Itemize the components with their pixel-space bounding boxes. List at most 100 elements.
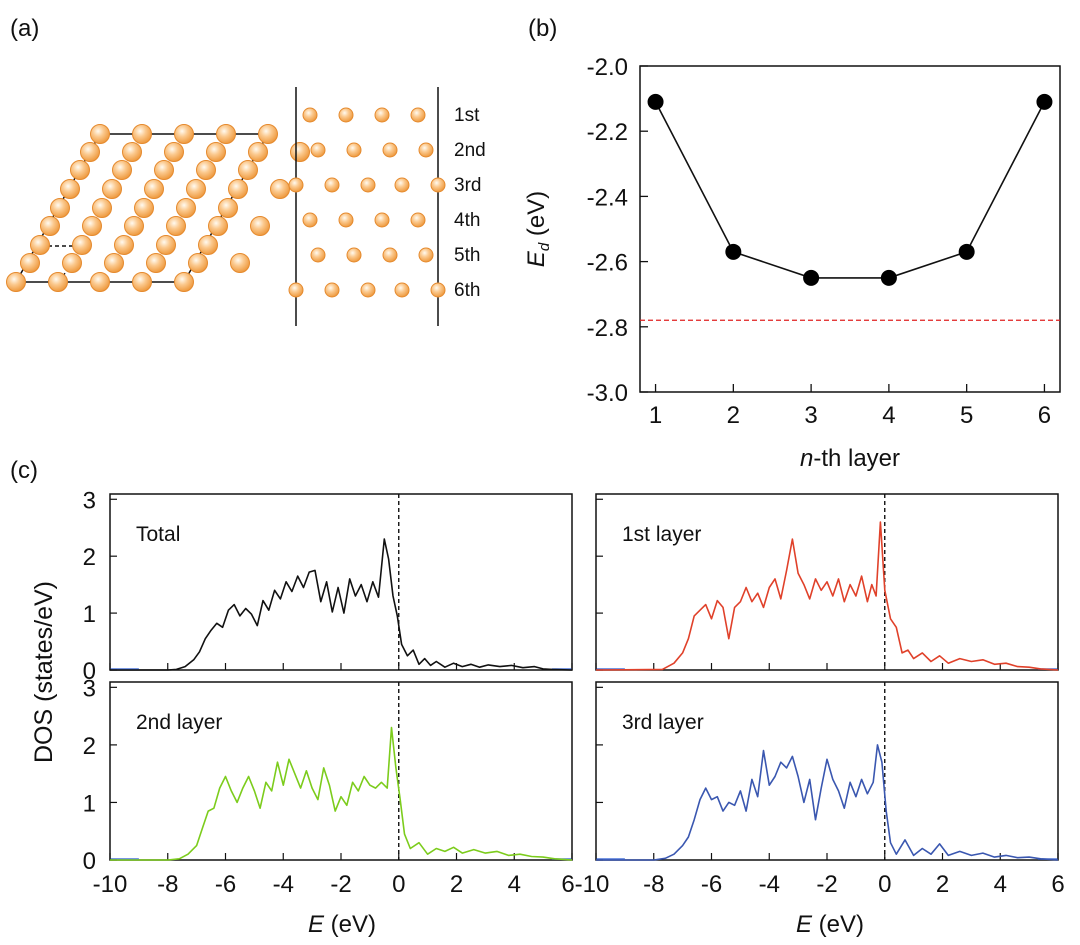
x-tick-label-c: -4: [273, 871, 294, 898]
atom-side-view: [346, 142, 362, 158]
atom-side-view: [310, 142, 326, 158]
atom-top-view: [248, 142, 268, 162]
atom-side-view: [430, 282, 446, 298]
x-tick-label-b: 1: [649, 402, 662, 429]
atom-top-view: [216, 124, 236, 144]
atom-side-view: [310, 247, 326, 263]
atom-top-view: [20, 253, 40, 273]
y-tick-label-c: 0: [83, 658, 96, 685]
atom-side-view: [382, 142, 398, 158]
y-axis-label-b: Ed (eV): [523, 191, 553, 267]
atom-top-view: [206, 142, 226, 162]
atom-top-view: [132, 124, 152, 144]
energy-data-point: [958, 243, 975, 260]
dos-panel-layer-2: 0 1 2 3 -10 -8 -6 -4 -2 0 2 4 6- 2nd layer: [83, 675, 583, 898]
atom-top-view: [114, 235, 134, 255]
axis-ticks-b: -3.0 -2.8 -2.6 -2.4 -2.2 -2.0 1 2 3 4 5 6: [587, 54, 1051, 429]
atom-side-view: [374, 107, 390, 123]
y-tick-label-c: 1: [83, 790, 96, 817]
atom-top-view: [174, 124, 194, 144]
x-tick-label-c: -8: [157, 871, 178, 898]
x-tick-label-c: -2: [330, 871, 351, 898]
layer-label-1: 1st: [454, 105, 480, 126]
x-tick-label-b: 5: [960, 402, 973, 429]
atom-top-view: [60, 179, 80, 199]
atom-top-view: [258, 124, 278, 144]
atom-top-view: [72, 235, 92, 255]
energy-series-points: [647, 93, 1053, 286]
atom-top-view: [102, 179, 122, 199]
atom-top-view: [82, 216, 102, 236]
layer-label-3: 3rd: [454, 175, 481, 196]
atom-top-view: [30, 235, 50, 255]
energy-data-point: [1036, 93, 1053, 110]
dos-panel-layer-1: 1st layer: [595, 493, 1059, 671]
atom-side-view: [410, 107, 426, 123]
x-axis-label-c-right: E (eV): [796, 911, 864, 938]
panel-label-c: (c): [10, 457, 38, 484]
atom-top-view: [230, 253, 250, 273]
energy-data-point: [880, 269, 897, 286]
atom-top-view: [164, 142, 184, 162]
y-tick-label-b: -2.0: [587, 54, 628, 81]
dos-curve-layer-1: [595, 521, 1059, 671]
atom-top-view: [40, 216, 60, 236]
atom-side-view: [374, 212, 390, 228]
atom-top-view: [70, 160, 90, 180]
dos-curve-layer-3: [596, 744, 1059, 861]
svg-text:Ed (eV): Ed (eV): [523, 191, 553, 267]
atom-top-view: [218, 198, 238, 218]
x-tick-label-c: 6-: [561, 871, 582, 898]
atom-top-view: [250, 216, 270, 236]
atom-top-view: [112, 160, 132, 180]
atom-top-view: [144, 179, 164, 199]
plot-frame-b: [639, 65, 1061, 393]
y-tick-label-b: -2.2: [587, 119, 628, 146]
dos-panel-title: 3rd layer: [622, 711, 704, 734]
atom-top-view: [174, 272, 194, 292]
plot-frame: [109, 493, 573, 671]
atom-side-view: [430, 177, 446, 193]
atom-top-view: [156, 235, 176, 255]
atom-top-view: [208, 216, 228, 236]
layer-label-5: 5th: [454, 245, 480, 266]
svg-text:DOS (states/eV): DOS (states/eV): [30, 581, 58, 763]
atom-side-view: [394, 282, 410, 298]
y-tick-label-c: 1: [83, 601, 96, 628]
energy-data-point: [803, 269, 820, 286]
atom-top-view: [90, 124, 110, 144]
panel-label-a: (a): [10, 15, 39, 42]
x-tick-label-b: 6: [1038, 402, 1051, 429]
x-axis-label-c-left: E (eV): [308, 911, 376, 938]
atom-side-view: [346, 247, 362, 263]
atom-side-view: [410, 212, 426, 228]
atom-top-view: [146, 253, 166, 273]
atom-top-view: [50, 198, 70, 218]
atom-top-view: [196, 160, 216, 180]
y-tick-label-c: 3: [83, 487, 96, 514]
x-tick-label-c: 0: [392, 871, 405, 898]
atom-top-view: [122, 142, 142, 162]
atom-top-view: [228, 179, 248, 199]
y-tick-label-c: 2: [83, 733, 96, 760]
atom-top-view: [104, 253, 124, 273]
atom-top-view: [80, 142, 100, 162]
y-tick-label-c: 3: [83, 675, 96, 702]
layer-label-6: 6th: [454, 280, 480, 301]
atom-side-view: [338, 212, 354, 228]
energy-data-point: [647, 93, 664, 110]
atom-side-view: [360, 282, 376, 298]
atom-side-view: [324, 282, 340, 298]
x-tick-label-b: 2: [727, 402, 740, 429]
atom-top-view: [166, 216, 186, 236]
atom-top-view: [134, 198, 154, 218]
y-tick-label-b: -2.4: [587, 184, 628, 211]
dos-charts: 0 1 2 3 Total 1st layer 0 1 2 3 -10 -8 -6 -4 -2 0 2 4 6- 2n…: [30, 487, 1065, 938]
atom-side-view: [418, 142, 434, 158]
y-tick-label-b: -2.8: [587, 315, 628, 342]
atom-top-view: [132, 272, 152, 292]
atom-top-view: [188, 253, 208, 273]
y-tick-label-c: 2: [83, 544, 96, 571]
x-tick-label-c: 10: [583, 871, 610, 898]
atom-top-view: [290, 142, 310, 162]
